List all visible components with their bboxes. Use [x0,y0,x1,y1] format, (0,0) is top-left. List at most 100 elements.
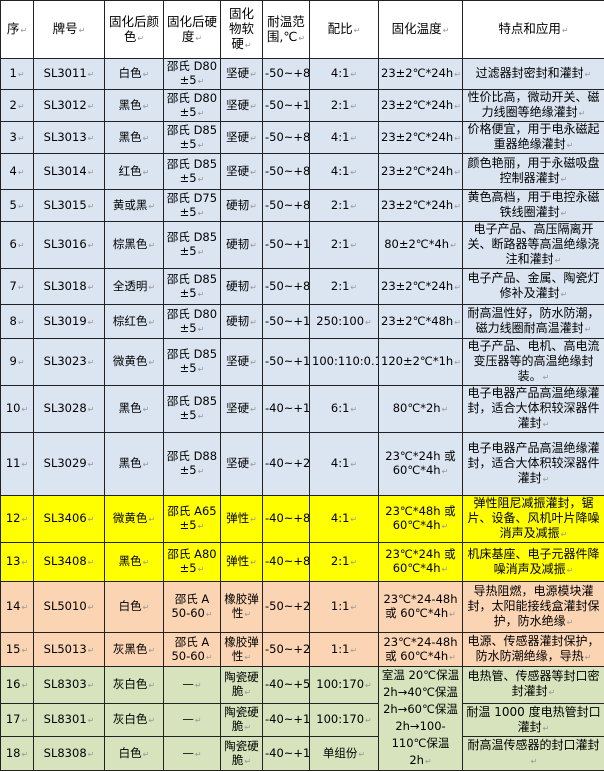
cure-temp-cell: 23±2℃*24h [379,269,463,305]
row-number: 9 [1,339,34,386]
header-temp-range: 耐温范围,℃ [263,1,310,59]
row-number: 15 [1,633,34,667]
brand-cell: SL3029 [34,433,105,496]
softness-cell: 橡胶弹性 [221,582,263,633]
temp-range-cell: -40~+200 [263,433,310,496]
row-number: 16 [1,667,34,704]
row-number: 5 [1,190,34,222]
application-cell: 性价比高，微动开关、磁力线圈等绝缘灌封 [463,90,604,122]
table-row: 2SL3012黑色邵氏 D80 ±5坚硬-50~+1002:123±2℃*24h… [1,90,604,122]
table-row: 1SL3011白色邵氏 D80 ±5坚硬-50~+804:123±2℃*24h过… [1,59,604,90]
brand-cell: SL8301 [34,703,105,737]
ratio-cell: 4:1 [310,433,379,496]
ratio-cell: 100:110:0.1 [310,339,379,386]
hardness-cell: 邵氏 D85 ±5 [164,222,221,269]
application-cell: 耐高温性好，防水防潮，磁力线圈耐高温灌封 [463,305,604,339]
table-row: 12SL3406微黄色邵氏 A65 ±5弹性-40~+804:123℃*48h … [1,496,604,543]
header-cure-temp: 固化温度 [379,1,463,59]
brand-cell: SL3013 [34,122,105,154]
hardness-cell: 邵氏 D80 ±5 [164,305,221,339]
table-row: 4SL3014红色邵氏 D85 ±5坚硬-50~+804:123±2℃*24h颜… [1,154,604,190]
hardness-cell: 邵氏 D85 ±5 [164,122,221,154]
application-cell: 电子产品、高压隔离开关、断路器等高温绝缘浇注和灌封 [463,222,604,269]
brand-cell: SL5010 [34,582,105,633]
softness-cell: 坚硬 [221,433,263,496]
row-number: 1 [1,59,34,90]
application-cell: 电子电器产品高温绝缘灌封，适合大体积较深器件灌封 [463,433,604,496]
header-row: 序 牌号 固化后颜色 固化后硬度 固化物软硬 耐温范围,℃ 配比 固化温度 特点… [1,1,604,59]
color-cell: 棕红色 [105,305,164,339]
table-row: 5SL3015黄或黑邵氏 D75 ±5硬韧-50~+802:123±2℃*24h… [1,190,604,222]
table-row: 7SL3018全透明邵氏 D85 ±5硬韧-50~+802:123±2℃*24h… [1,269,604,305]
ratio-cell: 4:1 [310,122,379,154]
row-number: 18 [1,737,34,771]
row-number: 4 [1,154,34,190]
brand-cell: SL3019 [34,305,105,339]
temp-range-cell: -40~+180 [263,386,310,433]
color-cell: 微黄色 [105,339,164,386]
softness-cell: 弹性 [221,496,263,543]
temp-range-cell: -40~+1000 [263,703,310,737]
color-cell: 全透明 [105,269,164,305]
temp-range-cell: -50~+80 [263,190,310,222]
application-cell: 弹性阻尼减振灌封，锯片、设备、风机叶片降噪消声及减振 [463,496,604,543]
hardness-cell: 邵氏 D85 ±5 [164,269,221,305]
softness-cell: 硬韧 [221,305,263,339]
header-hardness: 固化后硬度 [164,1,221,59]
softness-cell: 坚硬 [221,339,263,386]
brand-cell: SL8308 [34,737,105,771]
brand-cell: SL3011 [34,59,105,90]
softness-cell: 陶瓷硬脆 [221,737,263,771]
table-row: 18SL8308白色—陶瓷硬脆-40~+1000单组份耐高温传感器的封口灌封 [1,737,604,771]
application-cell: 机床基座、电子元器件降噪消声及减振 [463,543,604,582]
cure-temp-cell: 23℃*48h 或 60℃*4h [379,496,463,543]
color-cell: 红色 [105,154,164,190]
table-row: 11SL3029黑色邵氏 D88 ±5坚硬-40~+2004:123℃*24h … [1,433,604,496]
ratio-cell: 1:1 [310,582,379,633]
table-row: 6SL3016棕黑色邵氏 D85 ±5硬韧-50~+1502:180±2℃*4h… [1,222,604,269]
table-row: 10SL3028黑色邵氏 D85 ±5坚硬-40~+1806:180℃*2h电子… [1,386,604,433]
application-cell: 耐高温传感器的封口灌封 [463,737,604,771]
cure-temp-cell: 23℃*24-48h 或 60℃*4h [379,582,463,633]
temp-range-cell: -40~+80 [263,543,310,582]
header-softness: 固化物软硬 [221,1,263,59]
row-number: 12 [1,496,34,543]
table-row: 15SL5013灰黑色邵氏 A 50-60橡胶弹性-50~+2001:123℃*… [1,633,604,667]
cure-temp-cell: 23±2℃*24h [379,122,463,154]
hardness-cell: 邵氏 A 50-60 [164,582,221,633]
cure-temp-cell: 120±2℃*1h [379,339,463,386]
table-row: 16SL8303灰白色—陶瓷硬脆-40~+500100:170室温 20℃保温 … [1,667,604,704]
color-cell: 黑色 [105,122,164,154]
header-no: 序 [1,1,34,59]
application-cell: 黄色高档，用于电控永磁铁线圈灌封 [463,190,604,222]
color-cell: 黑色 [105,543,164,582]
color-cell: 灰白色 [105,703,164,737]
color-cell: 黑色 [105,90,164,122]
ratio-cell: 250:100 [310,305,379,339]
hardness-cell: 邵氏 A80 ±5 [164,543,221,582]
ratio-cell: 单组份 [310,737,379,771]
ratio-cell: 100:170 [310,667,379,704]
cure-temp-cell: 23℃*24h 或 60℃*4h [379,543,463,582]
softness-cell: 坚硬 [221,59,263,90]
softness-cell: 坚硬 [221,386,263,433]
row-number: 11 [1,433,34,496]
temp-range-cell: -50~+120 [263,339,310,386]
row-number: 2 [1,90,34,122]
brand-cell: SL3012 [34,90,105,122]
brand-cell: SL3408 [34,543,105,582]
brand-cell: SL3023 [34,339,105,386]
ratio-cell: 2:1 [310,222,379,269]
cure-temp-cell: 23±2℃*24h [379,59,463,90]
application-cell: 颜色艳丽，用于永磁吸盘控制器灌封 [463,154,604,190]
cure-temp-cell: 23±2℃*24h [379,90,463,122]
ratio-cell: 2:1 [310,269,379,305]
hardness-cell: 邵氏 D88 ±5 [164,433,221,496]
temp-range-cell: -50~+80 [263,269,310,305]
hardness-cell: 邵氏 D75 ±5 [164,190,221,222]
brand-cell: SL3018 [34,269,105,305]
cure-temp-cell: 80±2℃*4h [379,222,463,269]
ratio-cell: 2:1 [310,190,379,222]
color-cell: 白色 [105,59,164,90]
table-row: 9SL3023微黄色邵氏 D85 ±5坚硬-50~+120100:110:0.1… [1,339,604,386]
